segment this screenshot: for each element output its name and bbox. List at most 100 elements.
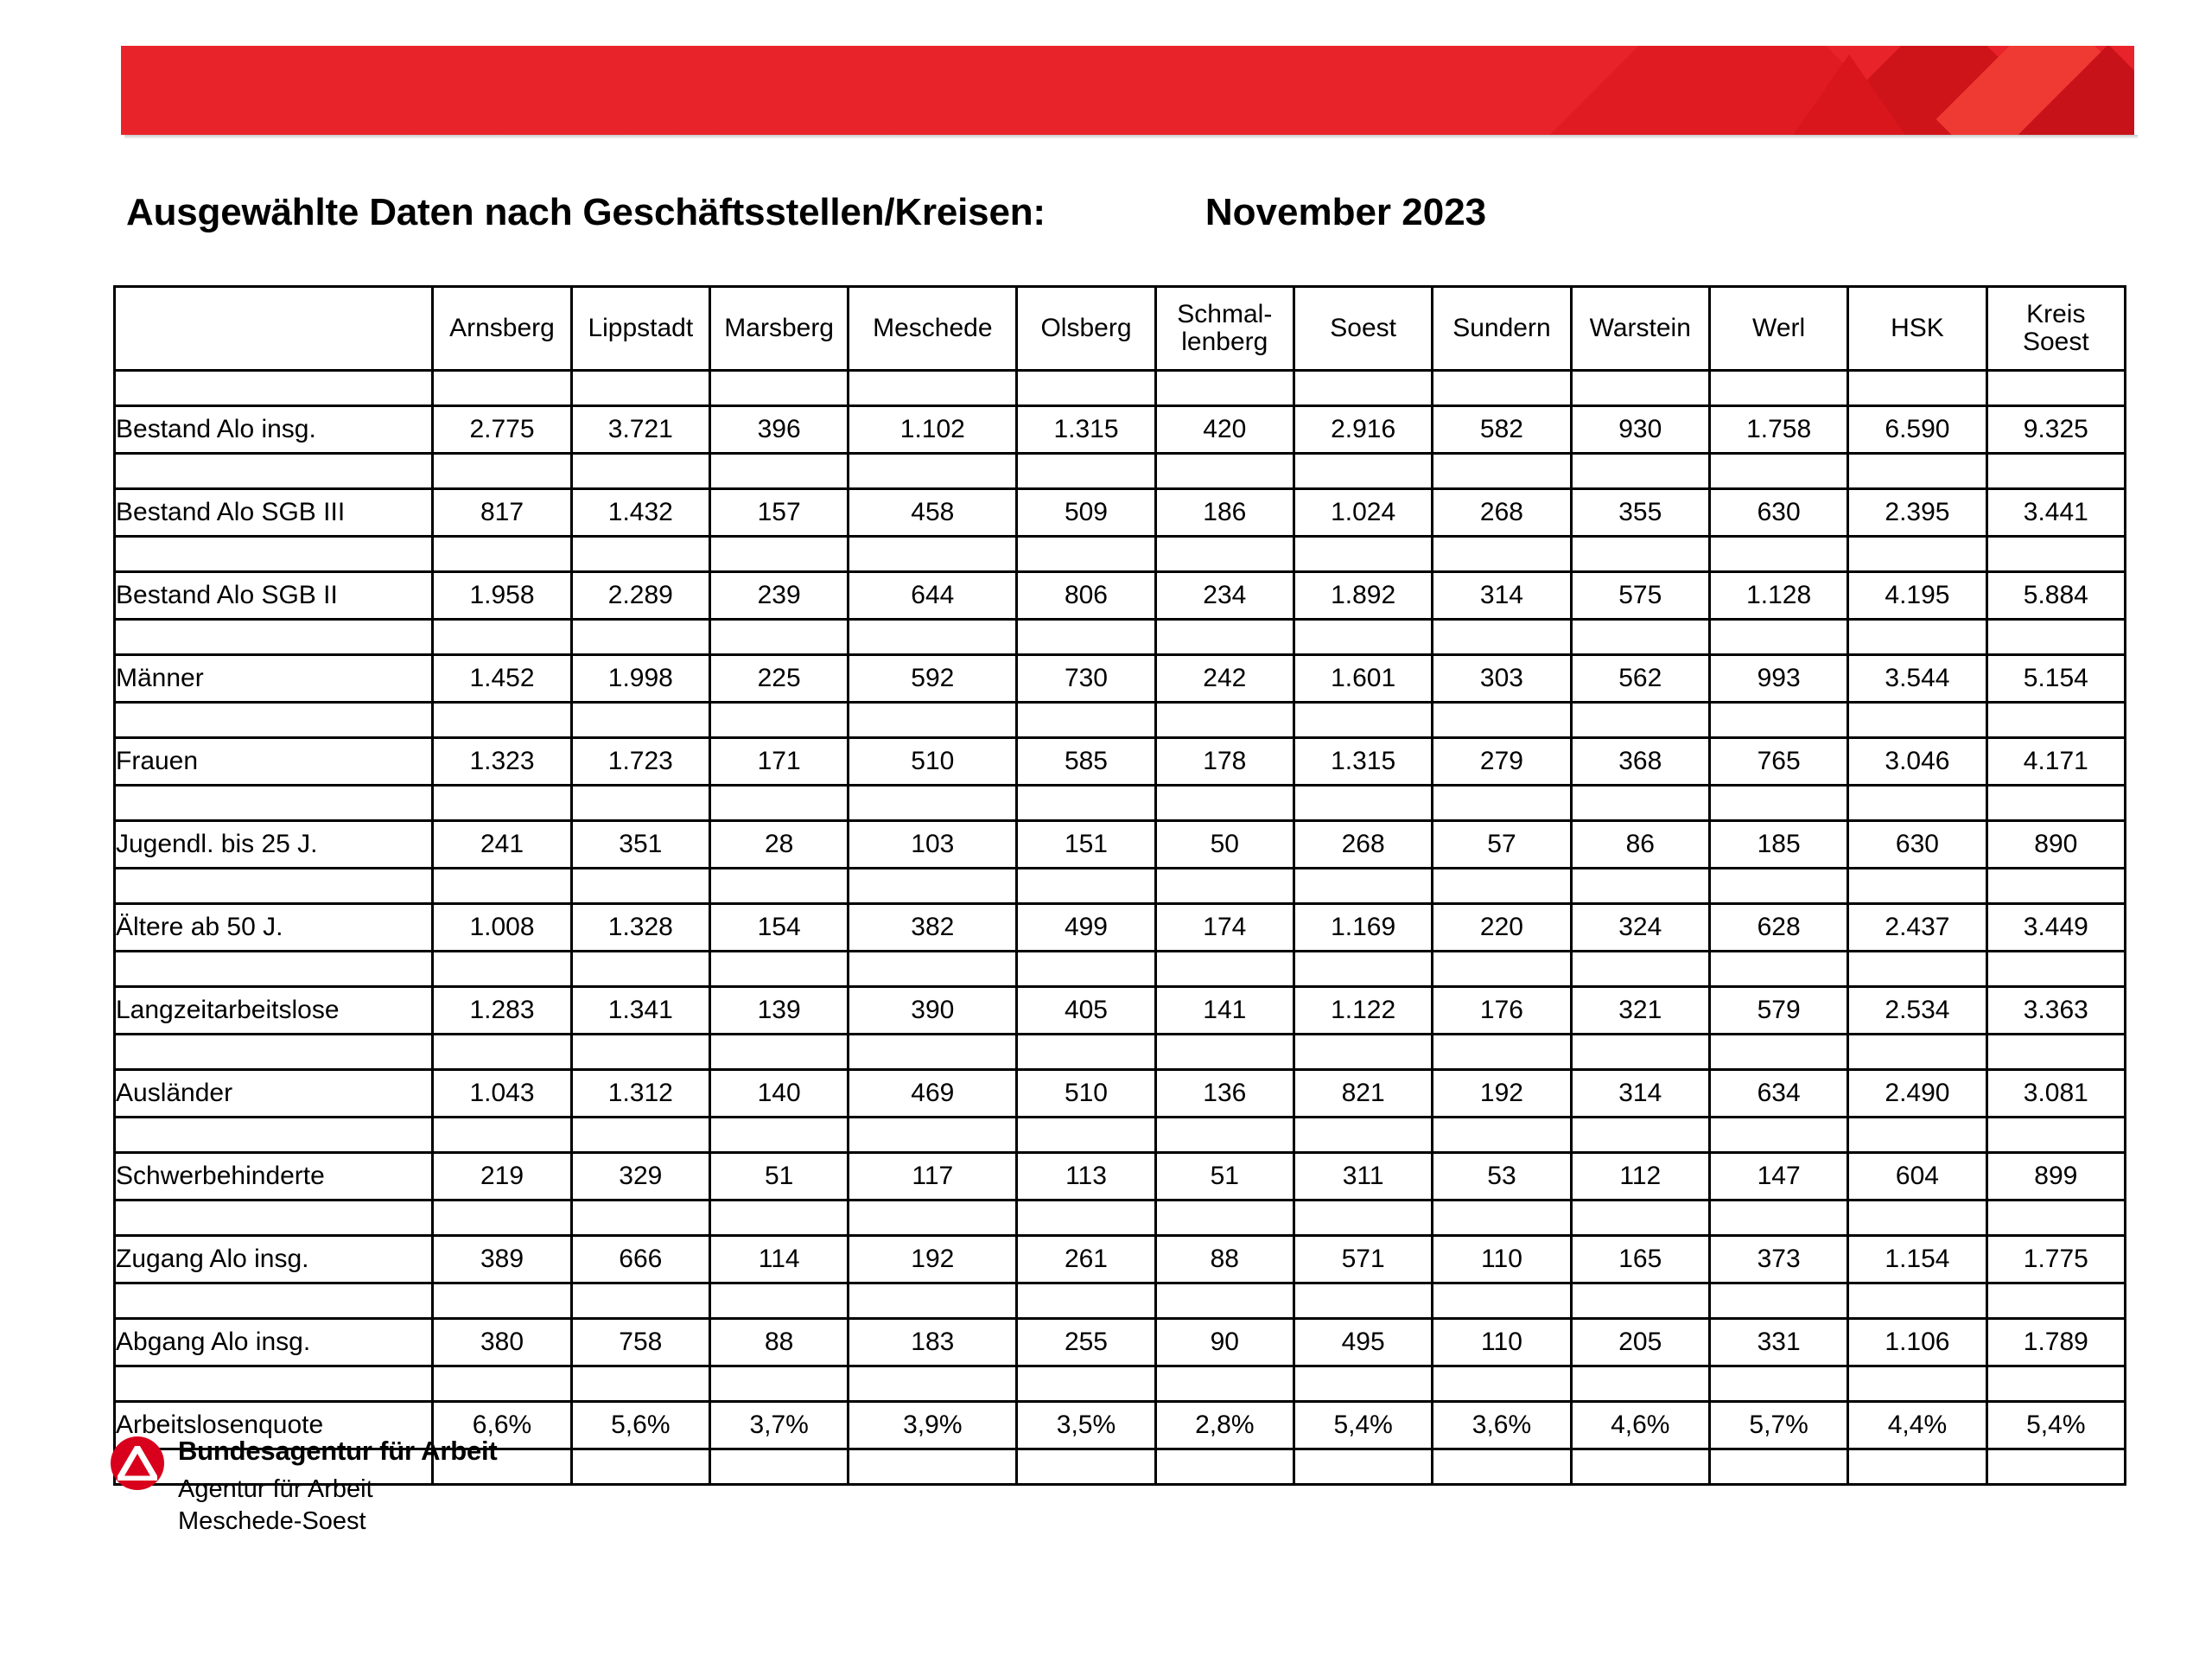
table-cell-value: 5,6% [569,1400,711,1450]
table-cell-value: 242 [1154,653,1295,704]
table-spacer-cell [1292,867,1434,905]
table-spacer-cell [1292,618,1434,656]
table-spacer-cell [847,535,1019,573]
table-spacer-cell [569,1199,711,1237]
table-spacer-cell [1707,1365,1850,1403]
table-spacer-row [112,1116,2127,1154]
table-row: Bestand Alo insg. 2.775 3.721 396 1.102 1.315… [112,404,2127,455]
table-spacer-cell [1707,1199,1850,1237]
table-cell-value: 86 [1569,819,1711,869]
table-cell-value: 1.789 [1985,1317,2127,1367]
table-cell-value: 1.008 [431,902,573,952]
table-spacer-cell [569,1116,711,1154]
table-spacer-row [112,784,2127,822]
table-cell-value: 314 [1569,1068,1711,1118]
table-cell-value: 630 [1707,487,1850,538]
table-cell-value: 585 [1015,736,1157,787]
table-row: Jugendl. bis 25 J. 241 351 28 103 151 50 268 57 8… [112,819,2127,869]
table-column-header: Warstein [1569,285,1711,372]
table-cell-value: 765 [1707,736,1850,787]
table-cell-value: 1.958 [431,570,573,621]
page-title-heading: Ausgewählte Daten nach Geschäftsstellen/… [126,191,1046,233]
table-cell-value: 1.315 [1015,404,1157,455]
table-body: Bestand Alo insg. 2.775 3.721 396 1.102 1.315… [112,369,2127,1486]
table-spacer-cell [431,1365,573,1403]
table-spacer-cell [1154,369,1295,407]
table-spacer-cell [1985,1448,2127,1486]
table-spacer-cell [1569,950,1711,988]
table-spacer-cell [708,867,850,905]
table-spacer-cell [1847,535,1988,573]
table-cell-value: 1.758 [1707,404,1850,455]
table-cell-value: 644 [847,570,1019,621]
table-spacer-cell [708,784,850,822]
table-spacer-row [112,1199,2127,1237]
table-spacer-cell [708,1116,850,1154]
table-cell-value: 1.154 [1847,1234,1988,1284]
table-spacer-cell [1569,1199,1711,1237]
table-spacer-cell [1431,452,1573,490]
table-spacer-cell [1292,1282,1434,1320]
table-cell-value: 6.590 [1847,404,1988,455]
page-title-period: November 2023 [1205,191,1487,233]
table-cell-value: 930 [1569,404,1711,455]
table-cell-value: 592 [847,653,1019,704]
table-spacer-cell [1431,1116,1573,1154]
table-spacer-cell [1154,535,1295,573]
table-cell-value: 1.432 [569,487,711,538]
table-spacer-row [112,535,2127,573]
table-cell-value: 890 [1985,819,2127,869]
table-spacer-cell [1154,452,1295,490]
table-spacer-cell [1707,452,1850,490]
table-cell-value: 9.325 [1985,404,2127,455]
table-cell-value: 1.723 [569,736,711,787]
table-spacer-cell [847,784,1019,822]
table-spacer-cell [1015,1448,1157,1486]
table-spacer-cell [847,1282,1019,1320]
table-column-header: Lippstadt [569,285,711,372]
table-row-label: Zugang Alo insg. [112,1234,435,1284]
table-spacer-cell [431,1199,573,1237]
table-spacer-cell [112,784,435,822]
table-spacer-cell [1847,452,1988,490]
table-spacer-cell [1015,950,1157,988]
footer-office-line-1: Agentur für Arbeit [178,1475,373,1504]
table-spacer-cell [708,452,850,490]
table-cell-value: 3,6% [1431,1400,1573,1450]
table-spacer-cell [847,452,1019,490]
table-cell-value: 3.721 [569,404,711,455]
table-spacer-cell [847,369,1019,407]
table-cell-value: 1.601 [1292,653,1434,704]
table-spacer-cell [1292,1116,1434,1154]
table-spacer-cell [847,701,1019,739]
table-cell-value: 90 [1154,1317,1295,1367]
table-spacer-cell [569,950,711,988]
table-spacer-cell [112,1116,435,1154]
table-row-label: Schwerbehinderte [112,1151,435,1201]
table-cell-value: 355 [1569,487,1711,538]
table-spacer-cell [1707,369,1850,407]
table-spacer-cell [1847,1448,1988,1486]
table-cell-value: 154 [708,902,850,952]
header-banner-fill [121,46,2134,135]
table-spacer-cell [1431,1199,1573,1237]
table-cell-value: 571 [1292,1234,1434,1284]
table-cell-value: 5,4% [1985,1400,2127,1450]
table-spacer-cell [1985,950,2127,988]
table-cell-value: 205 [1569,1317,1711,1367]
table-cell-value: 311 [1292,1151,1434,1201]
table-spacer-cell [431,701,573,739]
table-cell-value: 171 [708,736,850,787]
table-spacer-cell [1569,369,1711,407]
table-cell-value: 2.534 [1847,985,1988,1035]
table-spacer-cell [1985,1365,2127,1403]
table-row-label: Männer [112,653,435,704]
table-spacer-cell [1015,1199,1157,1237]
table-spacer-cell [569,1033,711,1071]
table-cell-value: 3.081 [1985,1068,2127,1118]
table-spacer-cell [1569,1033,1711,1071]
table-spacer-cell [1431,535,1573,573]
table-cell-value: 136 [1154,1068,1295,1118]
table-spacer-cell [112,1282,435,1320]
table-spacer-cell [708,1282,850,1320]
